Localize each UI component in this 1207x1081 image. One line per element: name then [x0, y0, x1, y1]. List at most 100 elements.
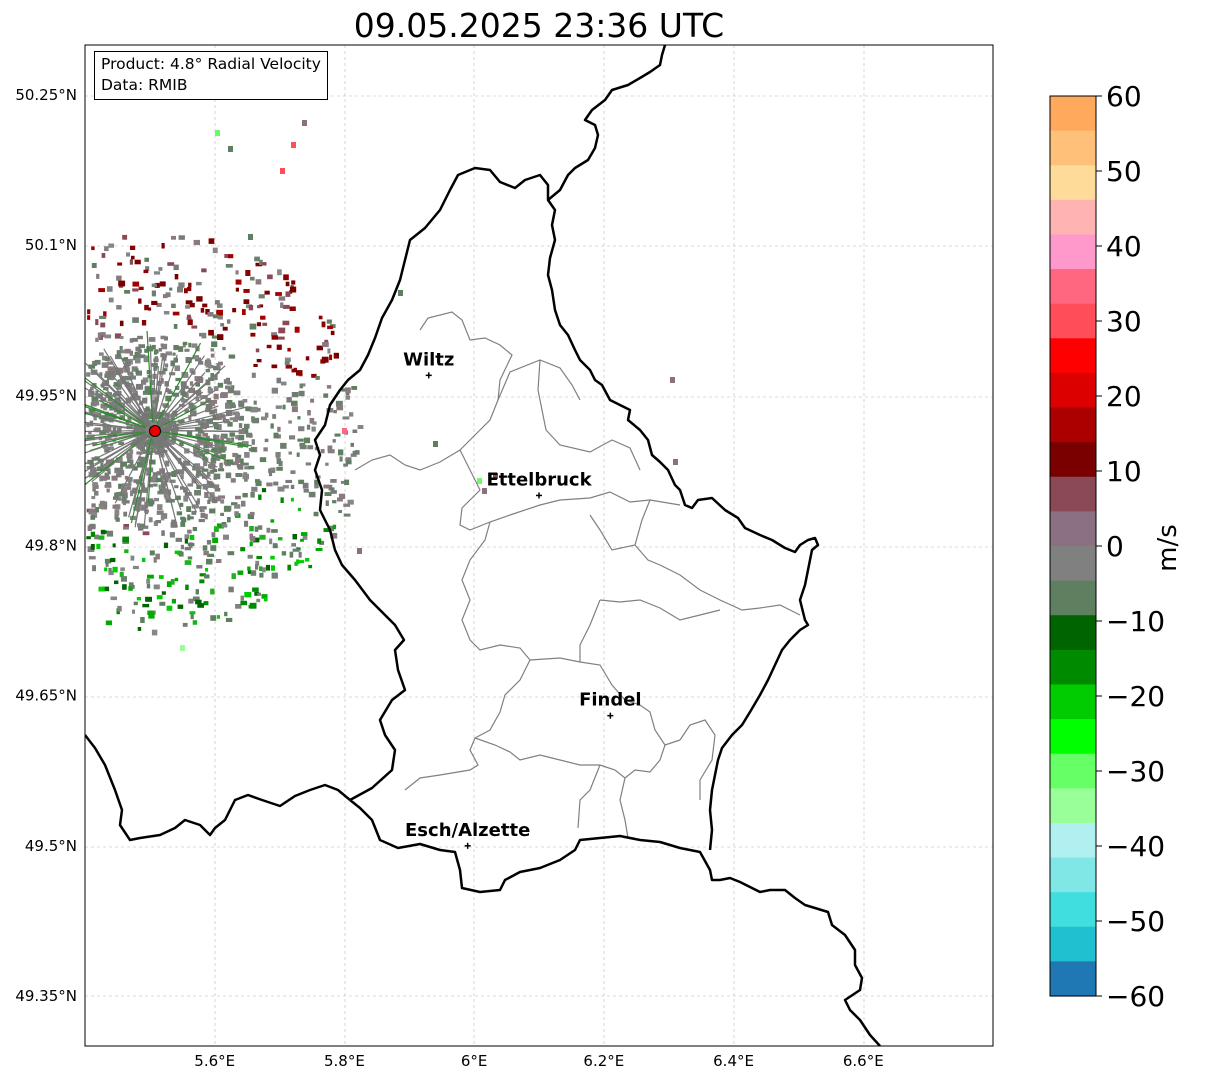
echo-pixel: [192, 620, 198, 625]
echo-pixel: [242, 309, 246, 315]
echo-spoke: [157, 372, 206, 425]
echo-pixel: [104, 484, 112, 488]
echo-pixel: [157, 446, 164, 451]
echo-pixel: [216, 523, 224, 529]
echo-pixel: [217, 446, 224, 452]
echo-pixel: [350, 453, 357, 457]
echo-pixel: [238, 423, 243, 429]
echo-pixel: [107, 366, 115, 372]
colorbar-segment: [1050, 615, 1096, 651]
echo-pixel: [213, 473, 221, 480]
echo-pixel: [187, 319, 193, 326]
echo-pixel: [98, 586, 105, 592]
echo-pixel: [216, 615, 220, 619]
echo-pixel: [110, 458, 115, 465]
echo-pixel: [92, 360, 97, 366]
echo-pixel: [102, 586, 110, 592]
echo-pixel: [199, 507, 205, 513]
echo-pixel: [163, 311, 170, 315]
echo-pixel: [103, 501, 108, 507]
echo-pixel: [278, 296, 286, 301]
echo-pixel: [207, 312, 214, 317]
echo-pixel: [148, 307, 152, 311]
echo-pixel: [278, 537, 283, 541]
echo-pixel: [184, 448, 190, 454]
colorbar-tick-label: −20: [1106, 680, 1165, 713]
echo-pixel: [145, 596, 152, 602]
echo-pixel: [156, 510, 164, 515]
echo-pixel: [160, 480, 168, 487]
colorbar-segment: [1050, 96, 1096, 132]
echo-pixel: [142, 603, 150, 608]
echo-pixel: [165, 498, 172, 503]
echo-pixel: [110, 596, 117, 601]
echo-spoke: [154, 437, 178, 528]
echo-pixel: [189, 368, 194, 373]
echo-pixel: [97, 332, 102, 339]
echo-pixel: [88, 508, 96, 513]
echo-pixel: [177, 419, 185, 423]
echo-spoke: [85, 431, 146, 446]
echo-pixel: [228, 254, 234, 259]
echo-pixel: [252, 587, 259, 592]
echo-pixel: [210, 615, 217, 621]
echo-pixel: [156, 411, 164, 418]
echo-pixel: [343, 513, 351, 517]
echo-pixel: [120, 461, 128, 467]
colorbar-segment: [1050, 269, 1096, 305]
echo-pixel: [302, 482, 309, 489]
echo-pixel: [299, 442, 306, 447]
echo-pixel: [104, 437, 112, 441]
echo-pixel: [101, 506, 108, 510]
echo-pixel: [256, 322, 262, 327]
echo-pixel: [297, 560, 305, 564]
echo-pixel: [90, 531, 95, 537]
echo-pixel: [256, 556, 263, 560]
echo-pixel: [292, 534, 297, 540]
echo-pixel: [92, 482, 98, 487]
echo-pixel: [189, 611, 196, 615]
echo-pixel: [200, 307, 205, 313]
echo-pixel: [118, 441, 125, 445]
echo-pixel: [202, 475, 209, 479]
echo-pixel: [210, 373, 214, 379]
echo-pixel: [244, 520, 249, 527]
echo-spoke: [114, 437, 150, 504]
echo-pixel: [186, 431, 193, 438]
echo-pixel: [227, 517, 231, 523]
echo-pixel: [315, 548, 323, 551]
echo-pixel: [308, 564, 313, 569]
colorbar-segment: [1050, 372, 1096, 409]
echo-pixel: [314, 484, 318, 489]
echo-pixel: [146, 578, 151, 584]
echo-pixel: [171, 428, 175, 432]
echo-pixel: [178, 282, 185, 288]
echo-pixel: [138, 489, 142, 494]
echo-spoke: [149, 344, 154, 423]
echo-pixel: [161, 243, 165, 249]
echo-pixel: [214, 442, 221, 448]
echo-pixel: [233, 390, 241, 396]
echo-pixel: [276, 458, 282, 464]
echo-spoke: [160, 420, 231, 431]
colorbar-ticks: 60 50 40 30 20 10 0 −10 −20 −30 −40 −50 −60: [1096, 80, 1165, 1013]
echo-pixel: [92, 484, 99, 489]
echo-pixel: [103, 530, 109, 534]
echo-pixel: [212, 247, 218, 254]
echo-pixel: [188, 598, 194, 604]
echo-pixel: [282, 304, 290, 309]
echo-pixel: [186, 506, 192, 512]
echo-pixel: [179, 502, 184, 507]
echo-pixel: [93, 414, 97, 421]
echo-pixel: [227, 421, 233, 427]
echo-pixel: [234, 504, 241, 509]
echo-pixel: [167, 262, 175, 266]
echo-pixel: [205, 362, 212, 368]
echo-pixel: [164, 381, 169, 387]
echo-pixel: [141, 557, 146, 562]
product-info-box: Product: 4.8° Radial Velocity Data: RMIB: [94, 51, 328, 100]
echo-pixel: [199, 573, 206, 577]
echo-pixel: [290, 484, 295, 489]
echo-pixel: [184, 408, 189, 413]
echo-pixel: [159, 468, 165, 474]
